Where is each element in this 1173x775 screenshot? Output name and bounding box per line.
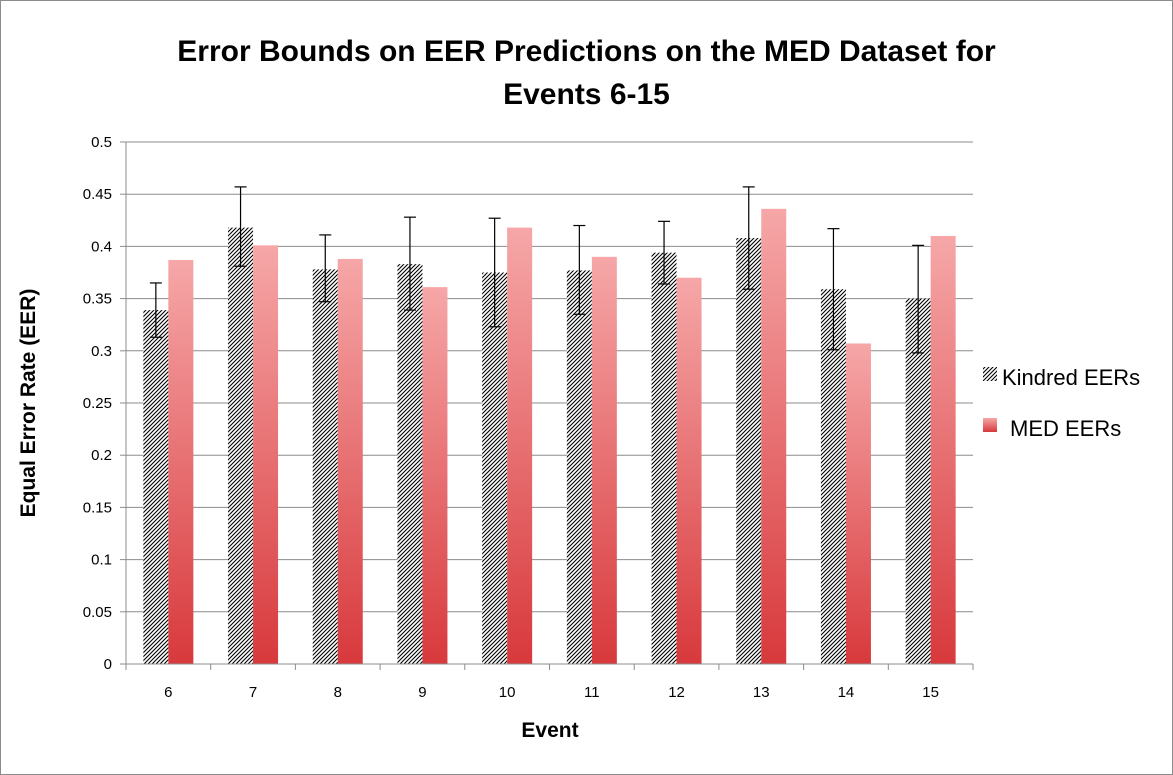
legend: Kindred EERs MED EERs [983, 365, 1140, 441]
bar-kindred [228, 227, 254, 664]
x-tick-label: 9 [418, 684, 426, 701]
y-tick-label: 0.45 [83, 186, 112, 203]
y-tick-label: 0 [104, 656, 112, 673]
legend-swatch-med [983, 418, 997, 432]
y-tick-label: 0.3 [91, 343, 112, 360]
y-tick-label: 0.05 [83, 604, 112, 621]
x-tick-label: 13 [753, 684, 770, 701]
x-tick-label: 10 [499, 684, 516, 701]
bar-kindred [820, 289, 846, 664]
bar-med [337, 258, 363, 664]
bar-kindred [312, 269, 338, 664]
bar-kindred [397, 264, 423, 664]
x-tick-label: 12 [668, 684, 685, 701]
x-tick-label: 14 [838, 684, 855, 701]
bar-med [845, 343, 871, 664]
bar-kindred [482, 272, 508, 664]
y-tick-label: 0.4 [91, 238, 112, 255]
chart-title-line-1: Error Bounds on EER Predictions on the M… [177, 35, 996, 68]
y-tick-label: 0.5 [91, 134, 112, 151]
bar-kindred [905, 298, 931, 664]
x-axis-title: Event [521, 719, 578, 742]
bars [143, 208, 956, 665]
legend-swatch-kindred [983, 367, 997, 381]
chart-title-line-2: Events 6-15 [503, 78, 670, 111]
bar-med [168, 259, 194, 664]
x-tick-label: 15 [922, 684, 939, 701]
bar-med [507, 227, 533, 664]
y-tick-label: 0.15 [83, 499, 112, 516]
bar-kindred [143, 310, 169, 664]
legend-label-med: MED EERs [1010, 416, 1121, 441]
bar-med [422, 287, 448, 664]
y-tick-label: 0.1 [91, 552, 112, 569]
bar-kindred [566, 270, 592, 664]
y-tick-label: 0.25 [83, 395, 112, 412]
bar-kindred [651, 252, 677, 664]
bar-kindred [736, 238, 762, 664]
bar-med [253, 245, 279, 664]
bar-med [591, 256, 617, 664]
x-tick-label: 6 [164, 684, 172, 701]
y-tick-label: 0.35 [83, 291, 112, 308]
x-tick-label: 8 [334, 684, 342, 701]
y-axis-ticks: 0 0.05 0.1 0.15 0.2 0.25 0.3 0.35 0.4 0.45 0.5 [83, 134, 112, 673]
error-bars [149, 186, 925, 354]
bar-med [761, 208, 787, 665]
y-axis-title: Equal Error Rate (EER) [17, 289, 40, 518]
x-axis-ticks: 6 7 8 9 10 11 12 13 14 15 [125, 664, 974, 701]
x-tick-label: 11 [584, 684, 600, 701]
y-tick-label: 0.2 [91, 447, 112, 464]
bar-med [676, 277, 702, 664]
bar-med [930, 235, 956, 664]
x-tick-label: 7 [249, 684, 257, 701]
chart-title: Error Bounds on EER Predictions on the M… [0, 30, 1173, 116]
legend-label-kindred: Kindred EERs [1002, 365, 1140, 390]
